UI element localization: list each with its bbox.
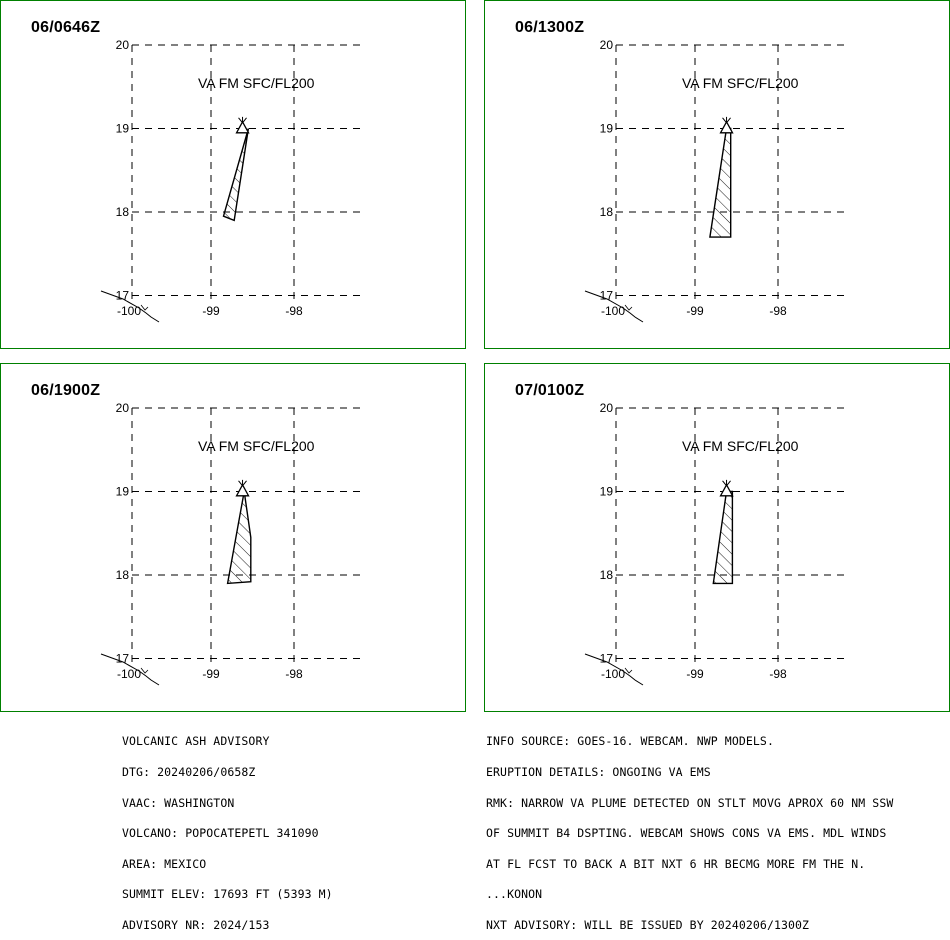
forecast-panel-3: 06/1900Z 20 19 18 17 -100 -99 -98 VA FM SFC/FL2… xyxy=(0,363,466,712)
graticule xyxy=(615,44,849,301)
map-panel-1: 20 19 18 17-100 -99 -98 VA FM SFC/FL200 xyxy=(100,38,365,323)
advisory-line: VOLCANIC ASH ADVISORY xyxy=(122,734,270,749)
ash-plume-area xyxy=(709,127,732,238)
panel-time-label: 06/1300Z xyxy=(515,19,585,36)
ash-plume-area xyxy=(712,490,734,585)
advisory-header-block: VOLCANIC ASH ADVISORY DTG: 20240206/0658… xyxy=(122,716,333,940)
panel-time-label: 07/0100Z xyxy=(515,382,585,399)
lat-tick-label: 20 xyxy=(116,38,130,52)
coastline xyxy=(624,304,633,311)
advisory-line: AREA: MEXICO xyxy=(122,856,207,871)
advisory-line: OF SUMMIT B4 DSPTING. WEBCAM SHOWS CONS … xyxy=(486,826,887,841)
flight-level-label: VA FM SFC/FL200 xyxy=(198,438,315,454)
forecast-panel-1: 06/0646Z 20 19 18 17 -100 -99 -98 VA FM SFC/FL2… xyxy=(0,0,466,349)
lon-tick-label: -100 xyxy=(117,667,141,681)
eruption-marker-icon xyxy=(238,116,247,124)
eruption-marker-icon xyxy=(722,116,731,124)
advisory-line: ...KONON xyxy=(486,887,543,902)
forecast-panel-2: 06/1300Z 20 19 18 17 -100 -99 -98 VA FM SFC/FL2… xyxy=(484,0,950,349)
coastline xyxy=(100,653,160,686)
coastline xyxy=(140,667,149,674)
flight-level-label: VA FM SFC/FL200 xyxy=(682,438,799,454)
lat-tick-label: 18 xyxy=(116,205,130,219)
panel-time-label: 06/0646Z xyxy=(31,19,101,36)
lon-tick-label: -99 xyxy=(686,667,704,681)
ash-plume-area xyxy=(226,491,252,585)
ash-plume-area xyxy=(222,128,250,222)
coastline xyxy=(100,290,160,323)
advisory-line: DTG: 20240206/0658Z xyxy=(122,765,256,780)
coastline xyxy=(624,667,633,674)
lat-tick-label: 17 xyxy=(116,289,130,303)
volcano-triangle-icon xyxy=(719,120,734,134)
lat-tick-label: 20 xyxy=(116,401,130,415)
lat-tick-label: 20 xyxy=(600,401,614,415)
map-panel-2: 20 19 18 17-100 -99 -98 VA FM SFC/FL200 xyxy=(584,38,849,323)
coastline xyxy=(584,653,644,686)
lon-tick-label: -100 xyxy=(601,667,625,681)
lon-tick-label: -98 xyxy=(769,667,787,681)
lat-tick-label: 20 xyxy=(600,38,614,52)
lon-tick-label: -100 xyxy=(117,304,141,318)
lon-tick-label: -99 xyxy=(202,667,220,681)
advisory-line: AT FL FCST TO BACK A BIT NXT 6 HR BECMG … xyxy=(486,856,866,871)
forecast-panel-4: 07/0100Z 20 19 18 17 -100 -99 -98 VA FM SFC/FL2… xyxy=(484,363,950,712)
advisory-line: NXT ADVISORY: WILL BE ISSUED BY 20240206… xyxy=(486,918,810,933)
eruption-marker-icon xyxy=(238,479,247,487)
advisory-line: INFO SOURCE: GOES-16. WEBCAM. NWP MODELS… xyxy=(486,734,774,749)
graticule xyxy=(131,44,365,301)
volcano-triangle-icon xyxy=(235,120,250,134)
lat-tick-label: 18 xyxy=(600,205,614,219)
lon-tick-label: -100 xyxy=(601,304,625,318)
lat-tick-label: 19 xyxy=(116,122,130,136)
coastline xyxy=(584,290,644,323)
lat-tick-label: 19 xyxy=(116,485,130,499)
volcano-triangle-icon xyxy=(719,483,734,497)
lat-tick-label: 18 xyxy=(600,568,614,582)
graticule xyxy=(131,407,365,664)
lon-tick-label: -98 xyxy=(285,667,303,681)
flight-level-label: VA FM SFC/FL200 xyxy=(682,75,799,91)
lon-tick-label: -98 xyxy=(769,304,787,318)
advisory-line: RMK: NARROW VA PLUME DETECTED ON STLT MO… xyxy=(486,795,894,810)
lat-tick-label: 17 xyxy=(116,652,130,666)
lat-tick-label: 19 xyxy=(600,485,614,499)
advisory-line: VAAC: WASHINGTON xyxy=(122,795,235,810)
eruption-marker-icon xyxy=(722,479,731,487)
advisory-line: ERUPTION DETAILS: ONGOING VA EMS xyxy=(486,765,711,780)
lat-tick-label: 17 xyxy=(600,652,614,666)
lon-tick-label: -99 xyxy=(202,304,220,318)
lat-tick-label: 19 xyxy=(600,122,614,136)
advisory-line: SUMMIT ELEV: 17693 FT (5393 M) xyxy=(122,887,333,902)
lat-tick-label: 17 xyxy=(600,289,614,303)
advisory-remarks-block: INFO SOURCE: GOES-16. WEBCAM. NWP MODELS… xyxy=(486,716,893,940)
flight-level-label: VA FM SFC/FL200 xyxy=(198,75,315,91)
lat-tick-label: 18 xyxy=(116,568,130,582)
map-panel-3: 20 19 18 17-100 -99 -98 VA FM SFC/FL200 xyxy=(100,401,365,686)
panel-time-label: 06/1900Z xyxy=(31,382,101,399)
coastline xyxy=(140,304,149,311)
advisory-line: ADVISORY NR: 2024/153 xyxy=(122,918,270,933)
advisory-line: VOLCANO: POPOCATEPETL 341090 xyxy=(122,826,319,841)
lon-tick-label: -99 xyxy=(686,304,704,318)
map-panel-4: 20 19 18 17-100 -99 -98 VA FM SFC/FL200 xyxy=(584,401,849,686)
lon-tick-label: -98 xyxy=(285,304,303,318)
graticule xyxy=(615,407,849,664)
volcano-triangle-icon xyxy=(235,483,250,497)
